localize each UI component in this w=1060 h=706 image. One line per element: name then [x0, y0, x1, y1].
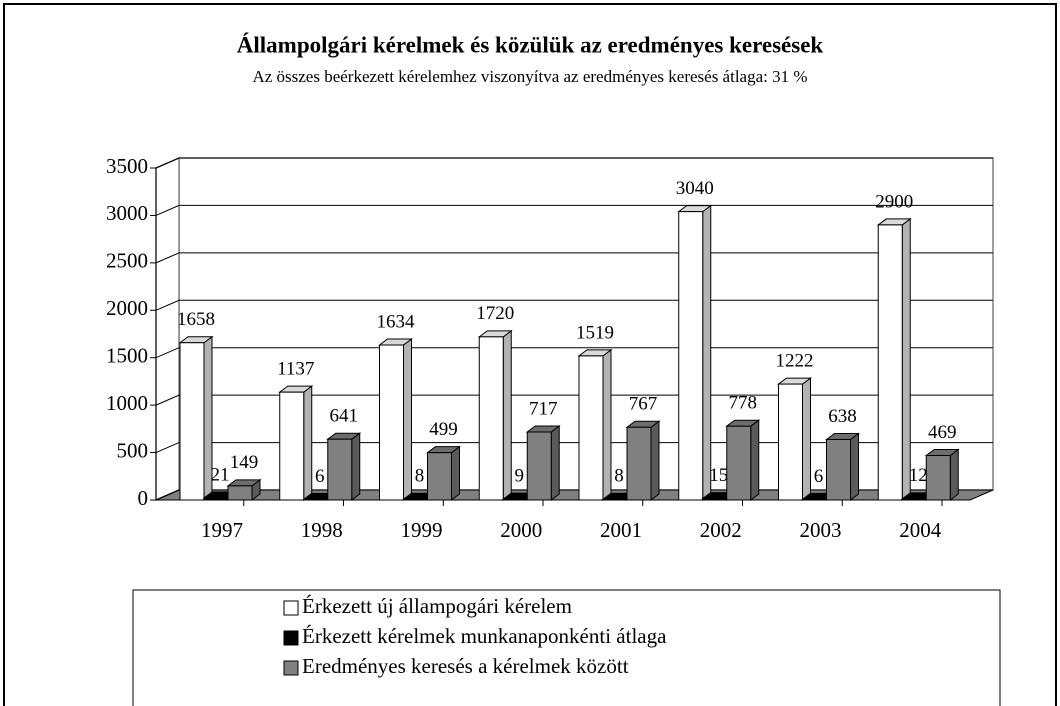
- value-label: 638: [828, 406, 857, 427]
- y-tick-label: 1500: [106, 344, 148, 368]
- value-label: 3040: [676, 178, 714, 199]
- bar-side: [802, 377, 811, 501]
- legend-swatch: [283, 660, 299, 676]
- y-tick-label: 1000: [106, 391, 148, 415]
- bar: [379, 344, 404, 501]
- value-label: 1634: [377, 311, 416, 332]
- bar: [327, 438, 353, 501]
- value-label: 1137: [277, 359, 314, 380]
- value-label: 499: [429, 419, 458, 440]
- bar: [702, 498, 728, 501]
- bar: [403, 498, 428, 501]
- value-label: 6: [315, 466, 325, 487]
- bar: [526, 431, 552, 501]
- bar-side: [303, 385, 313, 501]
- bar-side: [502, 329, 512, 501]
- bar: [877, 224, 903, 501]
- x-tick-label: 2004: [899, 518, 942, 542]
- bar-side: [750, 419, 760, 501]
- grid-line: [155, 252, 993, 264]
- bar: [826, 438, 851, 501]
- x-tick-label: 2001: [600, 518, 642, 542]
- x-tick-label: 1999: [401, 518, 443, 542]
- grid-line: [155, 442, 993, 454]
- frame: [3, 3, 1057, 706]
- bar: [802, 498, 827, 501]
- value-label: 2900: [875, 191, 913, 212]
- bar-side: [451, 445, 460, 501]
- y-tick-label: 3500: [106, 154, 148, 178]
- value-label: 21: [211, 464, 230, 485]
- value-label: 717: [529, 398, 558, 419]
- side-wall: [155, 156, 180, 502]
- bar-side: [949, 448, 959, 501]
- value-label: 767: [629, 394, 658, 415]
- bar: [427, 452, 452, 501]
- x-tick-label: 2000: [500, 518, 542, 542]
- y-tick-label: 500: [117, 438, 149, 462]
- bar: [578, 355, 604, 501]
- bar: [227, 485, 253, 501]
- bar-side: [550, 424, 560, 501]
- value-label: 12: [909, 465, 928, 486]
- y-tick-label: 2000: [106, 296, 148, 320]
- bar: [778, 383, 803, 501]
- x-tick-label: 1998: [301, 518, 343, 542]
- x-tick-label: 2002: [700, 518, 742, 542]
- value-label: 6: [814, 466, 824, 487]
- chart-subtitle: Az összes beérkezett kérelemhez viszonyí…: [252, 67, 807, 86]
- y-tick-label: 2500: [106, 249, 148, 273]
- chart-title: Állampolgári kérelmek és közülük az ered…: [237, 32, 824, 57]
- grid-line: [155, 394, 993, 406]
- value-label: 8: [614, 466, 624, 487]
- value-label: 15: [709, 465, 728, 486]
- bar: [502, 498, 528, 501]
- bar: [279, 391, 305, 501]
- y-tick-label: 3000: [106, 201, 148, 225]
- bar-side: [901, 217, 911, 501]
- bar: [925, 455, 951, 501]
- bar: [179, 342, 205, 501]
- bar: [678, 211, 704, 501]
- bar-side: [351, 432, 361, 501]
- bar-side: [650, 420, 660, 501]
- bar-side: [850, 432, 859, 501]
- legend-label: Érkezett kérelmek munkanaponkénti átlaga: [302, 624, 667, 648]
- bar: [901, 498, 927, 501]
- value-label: 1720: [476, 303, 514, 324]
- y-tick-label: 0: [138, 486, 149, 510]
- grid-line: [155, 489, 993, 501]
- bar: [626, 426, 652, 501]
- legend-box: [132, 589, 1001, 706]
- grid-line: [155, 347, 993, 359]
- bar: [303, 498, 329, 501]
- legend-swatch: [283, 600, 299, 616]
- value-label: 469: [928, 422, 957, 443]
- grid-line: [155, 299, 993, 311]
- legend-label: Eredményes keresés a kérelmek között: [302, 654, 629, 678]
- bar: [478, 336, 504, 501]
- value-label: 149: [230, 452, 259, 473]
- legend-label: Érkezett új állampogári kérelem: [302, 594, 572, 618]
- legend-swatch: [283, 630, 299, 646]
- bar-side: [702, 204, 712, 501]
- x-tick-label: 1997: [201, 518, 243, 542]
- bar-side: [602, 348, 612, 501]
- bar: [726, 425, 752, 501]
- value-label: 641: [330, 406, 359, 427]
- value-label: 778: [729, 393, 758, 414]
- bar: [203, 497, 229, 501]
- value-label: 8: [415, 466, 425, 487]
- value-label: 1519: [576, 322, 614, 343]
- value-label: 9: [515, 466, 525, 487]
- grid-line: [155, 157, 993, 169]
- bar-side: [403, 338, 412, 501]
- x-tick-label: 2003: [800, 518, 842, 542]
- grid-line: [155, 204, 993, 216]
- value-label: 1658: [177, 309, 215, 330]
- value-label: 1222: [776, 350, 814, 371]
- bar: [602, 498, 628, 501]
